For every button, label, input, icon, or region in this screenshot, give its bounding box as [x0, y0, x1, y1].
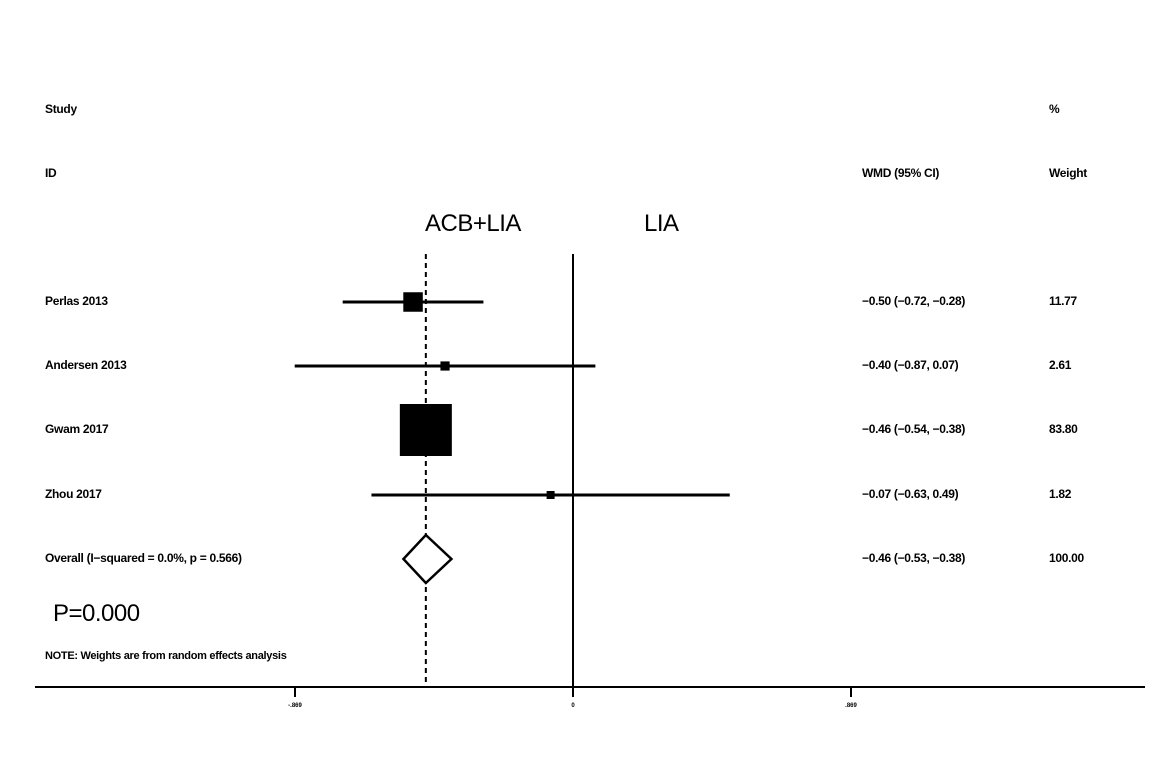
study-weight-value: 1.82: [1049, 487, 1072, 501]
point-estimate: [410, 299, 416, 305]
study-ci-value: −0.07 (−0.63, 0.49): [862, 487, 959, 501]
x-tick-label: -.869: [288, 703, 302, 709]
point-estimate: [548, 492, 554, 498]
weight-header: Weight: [1049, 166, 1087, 180]
note-text: NOTE: Weights are from random effects an…: [45, 650, 287, 662]
study-weight-value: 2.61: [1049, 358, 1072, 372]
overall-label: Overall (I−squared = 0.0%, p = 0.566): [45, 551, 242, 565]
study-ci-value: −0.46 (−0.54, −0.38): [862, 422, 966, 436]
study-weight-value: 83.80: [1049, 422, 1078, 436]
point-estimate: [423, 427, 429, 433]
study-label: Zhou 2017: [45, 487, 102, 501]
overall-weight-value: 100.00: [1049, 551, 1084, 565]
study-label: Perlas 2013: [45, 294, 108, 308]
percent-header: %: [1049, 102, 1060, 116]
favours-left-label: ACB+LIA: [425, 210, 521, 237]
overall-ci-value: −0.46 (−0.53, −0.38): [862, 551, 966, 565]
point-estimate: [442, 363, 448, 369]
x-tick-label: 0: [571, 703, 575, 709]
id-header: ID: [45, 166, 57, 180]
x-tick-label: .869: [845, 703, 857, 709]
wmd-header: WMD (95% CI): [862, 166, 940, 180]
study-header: Study: [45, 102, 77, 116]
favours-right-label: LIA: [644, 210, 679, 237]
study-ci-value: −0.50 (−0.72, −0.28): [862, 294, 966, 308]
study-label: Andersen 2013: [45, 358, 127, 372]
overall-diamond: [401, 533, 454, 585]
study-label: Gwam 2017: [45, 422, 109, 436]
study-weight-value: 11.77: [1049, 294, 1077, 308]
study-ci-value: −0.40 (−0.87, 0.07): [862, 358, 959, 372]
p-value-text: P=0.000: [53, 600, 140, 627]
